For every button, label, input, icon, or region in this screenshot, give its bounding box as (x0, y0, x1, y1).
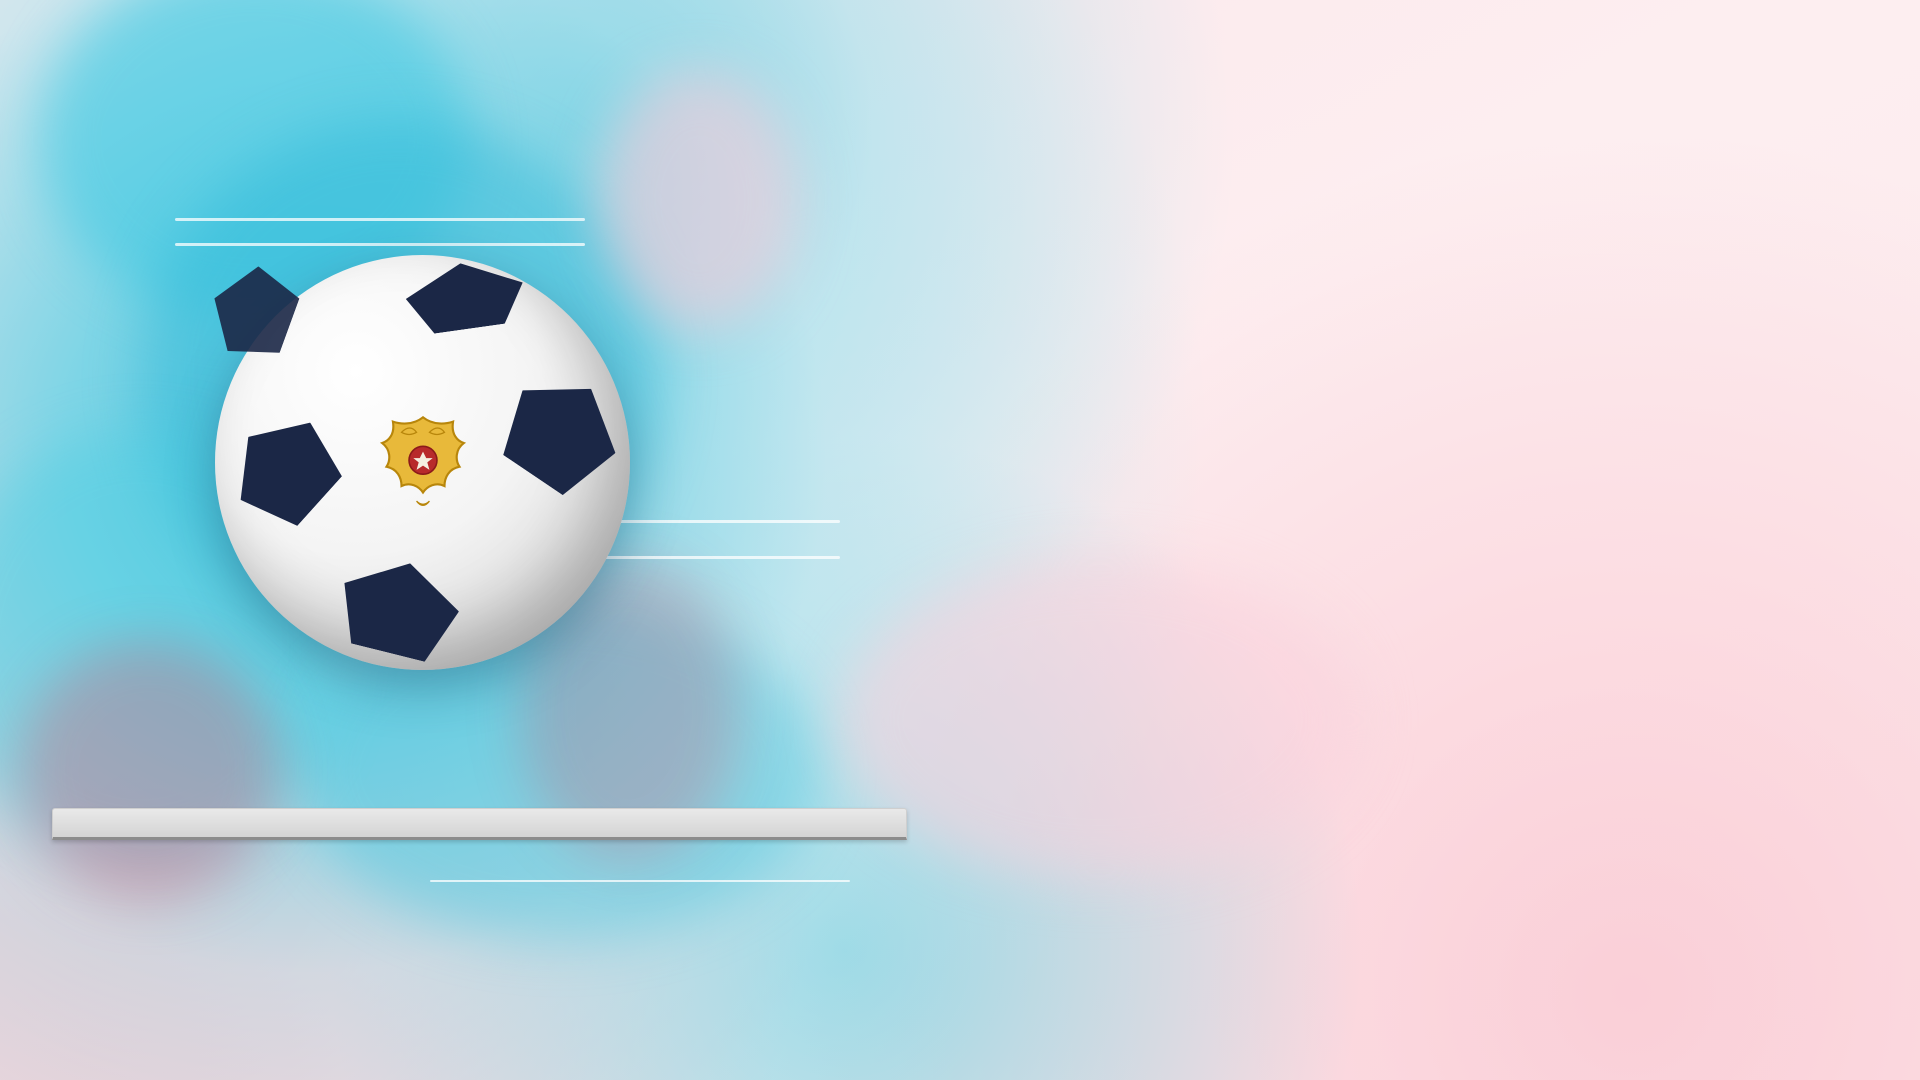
groups-panel (52, 808, 907, 854)
ball-graffiti-text (297, 416, 309, 418)
soccer-ball (215, 255, 630, 670)
groups-panel-bar (52, 808, 907, 840)
russia-crest-icon (379, 415, 466, 506)
